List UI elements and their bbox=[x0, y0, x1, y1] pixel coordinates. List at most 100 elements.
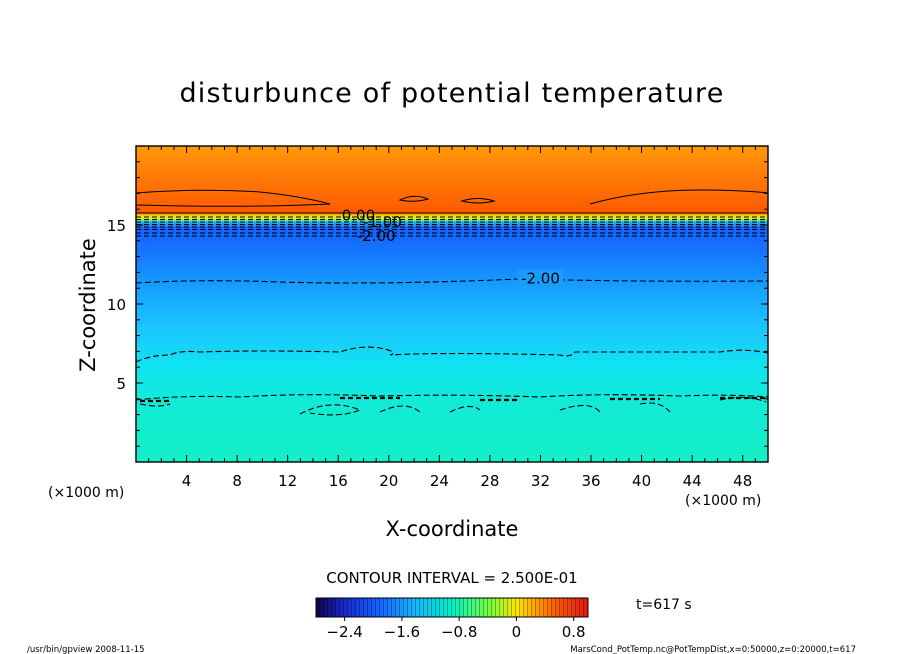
colorbar-segment bbox=[504, 598, 509, 617]
y-tick-label: 15 bbox=[107, 217, 126, 235]
colorbar-segment bbox=[432, 598, 437, 617]
colorbar-segment bbox=[544, 598, 549, 617]
colorbar bbox=[316, 598, 589, 617]
colorbar-segment bbox=[324, 598, 329, 617]
colorbar-ticks: −2.4 −1.6 −0.8 0 0.8 bbox=[326, 617, 586, 641]
colorbar-segment bbox=[392, 598, 397, 617]
x-axis-ticks: 4 8 12 16 20 24 28 32 36 40 44 48 bbox=[148, 146, 756, 490]
x-tick-label: 28 bbox=[480, 472, 499, 490]
colorbar-segment bbox=[344, 598, 349, 617]
colorbar-segment bbox=[460, 598, 465, 617]
colorbar-segment bbox=[452, 598, 457, 617]
x-unit-left: (×1000 m) bbox=[48, 485, 124, 501]
colorbar-segment bbox=[416, 598, 421, 617]
contour-label-mask bbox=[517, 269, 564, 285]
colorbar-segment bbox=[368, 598, 373, 617]
plot-area bbox=[136, 146, 768, 462]
colorbar-segment bbox=[400, 598, 405, 617]
contour-label: -1.00 bbox=[363, 213, 402, 231]
upper-contours bbox=[136, 189, 768, 214]
x-tick-label: 4 bbox=[182, 472, 192, 490]
colorbar-segment bbox=[404, 598, 409, 617]
colorbar-segment bbox=[576, 598, 581, 617]
contour-label: -2.00 bbox=[521, 270, 560, 288]
colorbar-segment bbox=[384, 598, 389, 617]
chart-title: disturbunce of potential temperature bbox=[179, 78, 724, 109]
colorbar-segment bbox=[584, 598, 589, 617]
colorbar-segment bbox=[568, 598, 573, 617]
gradient-band-lines bbox=[136, 216, 768, 237]
colorbar-segment bbox=[340, 598, 345, 617]
colorbar-segment bbox=[476, 598, 481, 617]
x-tick-label: 32 bbox=[531, 472, 550, 490]
x-tick-label: 24 bbox=[430, 472, 449, 490]
x-unit-right: (×1000 m) bbox=[685, 493, 761, 509]
colorbar-segment bbox=[484, 598, 489, 617]
colorbar-segment bbox=[564, 598, 569, 617]
colorbar-segment bbox=[548, 598, 553, 617]
colorbar-segment bbox=[364, 598, 369, 617]
colorbar-segment bbox=[420, 598, 425, 617]
colorbar-segment bbox=[456, 598, 461, 617]
y-axis-ticks: 5 10 15 bbox=[107, 161, 768, 447]
colorbar-segment bbox=[336, 598, 341, 617]
colorbar-segment bbox=[520, 598, 525, 617]
colorbar-segment bbox=[468, 598, 473, 617]
colorbar-segment bbox=[332, 598, 337, 617]
colorbar-segment bbox=[480, 598, 485, 617]
colorbar-segment bbox=[428, 598, 433, 617]
colorbar-segment bbox=[328, 598, 333, 617]
colorbar-segment bbox=[320, 598, 325, 617]
contour-interval: CONTOUR INTERVAL = 2.500E-01 bbox=[326, 569, 577, 587]
colorbar-tick-label: −0.8 bbox=[441, 623, 477, 641]
colorbar-segment bbox=[356, 598, 361, 617]
y-axis-label: Z-coordinate bbox=[76, 238, 100, 372]
x-tick-label: 20 bbox=[379, 472, 398, 490]
colorbar-segment bbox=[516, 598, 521, 617]
colorbar-segment bbox=[488, 598, 493, 617]
colorbar-segment bbox=[348, 598, 353, 617]
colorbar-segment bbox=[556, 598, 561, 617]
colorbar-segment bbox=[540, 598, 545, 617]
colorbar-frame bbox=[315, 597, 589, 618]
x-tick-label: 40 bbox=[632, 472, 651, 490]
colorbar-segment bbox=[388, 598, 393, 617]
lower-contour-dashes bbox=[140, 396, 766, 403]
colorbar-segment bbox=[360, 598, 365, 617]
colorbar-segment bbox=[412, 598, 417, 617]
colorbar-segment bbox=[396, 598, 401, 617]
x-tick-label: 12 bbox=[278, 472, 297, 490]
colorbar-segment bbox=[560, 598, 565, 617]
contour-label: 0.00 bbox=[342, 207, 375, 225]
colorbar-segment bbox=[380, 598, 385, 617]
colorbar-segment bbox=[492, 598, 497, 617]
colorbar-tick-label: −2.4 bbox=[326, 623, 362, 641]
colorbar-segment bbox=[500, 598, 505, 617]
contour-labels: 0.00-1.00-2.00-2.00 bbox=[342, 207, 564, 288]
colorbar-segment bbox=[524, 598, 529, 617]
colorbar-segment bbox=[580, 598, 585, 617]
colorbar-segment bbox=[496, 598, 501, 617]
colorbar-tick-label: 0.8 bbox=[562, 623, 586, 641]
x-tick-label: 36 bbox=[581, 472, 600, 490]
x-tick-label: 48 bbox=[733, 472, 752, 490]
colorbar-segment bbox=[528, 598, 533, 617]
field-shading bbox=[136, 146, 768, 462]
colorbar-segment bbox=[472, 598, 477, 617]
colorbar-segment bbox=[536, 598, 541, 617]
colorbar-tick-label: −1.6 bbox=[384, 623, 420, 641]
x-tick-label: 16 bbox=[329, 472, 348, 490]
colorbar-segment bbox=[376, 598, 381, 617]
colorbar-segment bbox=[352, 598, 357, 617]
colorbar-segment bbox=[316, 598, 321, 617]
y-tick-label: 10 bbox=[107, 296, 126, 314]
x-tick-label: 8 bbox=[232, 472, 242, 490]
colorbar-segment bbox=[424, 598, 429, 617]
colorbar-segment bbox=[532, 598, 537, 617]
colorbar-segment bbox=[436, 598, 441, 617]
colorbar-segment bbox=[552, 598, 557, 617]
time-label: t=617 s bbox=[636, 597, 692, 613]
contour-label: -2.00 bbox=[357, 227, 396, 245]
colorbar-segment bbox=[372, 598, 377, 617]
